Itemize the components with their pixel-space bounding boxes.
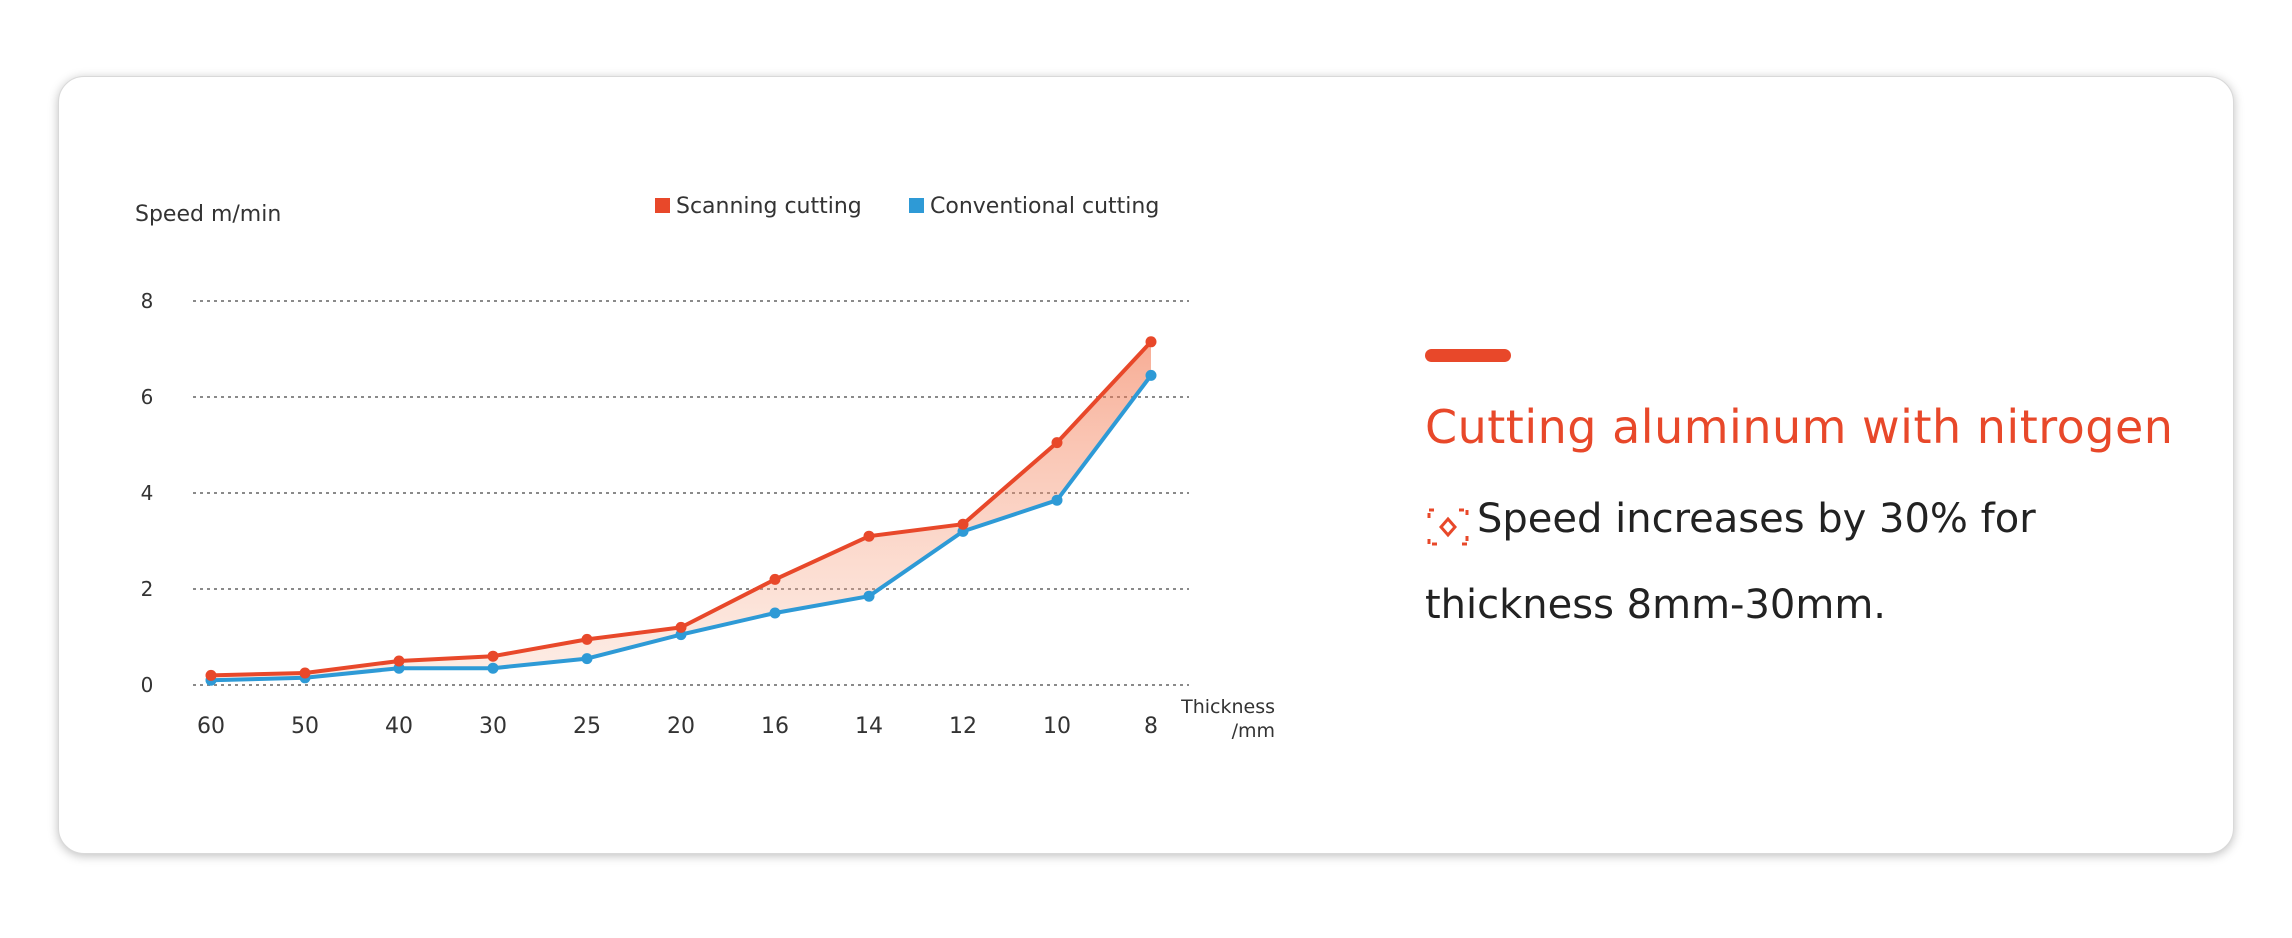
scanning-point-40 [393,655,405,667]
scanning-point-60 [205,669,217,681]
scanning-point-10 [1051,437,1063,449]
scanning-point-20 [675,621,687,633]
series-points-conventional [205,369,1157,686]
x-tick-labels: 60 50 40 30 25 20 16 14 12 10 8 [197,714,1158,739]
x-tick-label: 60 [197,714,225,739]
x-tick-label: 30 [479,714,507,739]
conventional-point-10 [1051,494,1063,506]
description: Speed increases by 30% for thickness 8mm… [1425,476,2245,648]
legend: Scanning cutting Conventional cutting [655,194,1159,219]
scanning-point-16 [769,573,781,585]
scanning-point-25 [581,633,593,645]
x-tick-label: 16 [761,714,789,739]
x-axis-title-line1: Thickness [1180,696,1275,718]
y-tick-label: 4 [141,481,154,505]
conventional-point-14 [863,590,875,602]
legend-swatch-conventional [909,198,924,213]
headline: Cutting aluminum with nitrogen [1425,400,2174,454]
series-points-scanning [205,336,1157,681]
legend-swatch-scanning [655,198,670,213]
y-tick-labels: 0 2 4 6 8 [141,289,154,697]
grid-lines [193,300,1189,686]
line-chart: Speed m/min Scanning cutting Conventiona… [135,194,1275,742]
scanning-point-30 [487,650,499,662]
conventional-point-25 [581,653,593,665]
y-tick-label: 2 [141,577,154,601]
scanning-point-50 [299,667,311,679]
legend-label-scanning: Scanning cutting [676,194,862,219]
description-panel: Cutting aluminum with nitrogen Speed inc… [1425,349,2245,648]
legend-label-conventional: Conventional cutting [930,194,1159,219]
y-tick-label: 8 [141,289,154,313]
conventional-point-30 [487,662,499,674]
x-tick-label: 40 [385,714,413,739]
scanning-point-14 [863,530,875,542]
conventional-point-16 [769,607,781,619]
scanning-point-12 [957,518,969,530]
x-tick-label: 50 [291,714,319,739]
conventional-point-8 [1145,369,1157,381]
x-tick-label: 20 [667,714,695,739]
scanning-point-8 [1145,336,1157,348]
x-tick-label: 12 [949,714,977,739]
accent-bar [1425,349,1511,362]
dashed-bracket-diamond-icon [1425,494,1471,546]
x-axis-title-line2: /mm [1232,720,1275,742]
x-tick-label: 10 [1043,714,1071,739]
description-line-2: thickness 8mm-30mm. [1425,582,1887,628]
x-tick-label: 14 [855,714,883,739]
y-axis-title: Speed m/min [135,202,281,227]
chart-card: Speed m/min Scanning cutting Conventiona… [58,76,2234,854]
x-tick-label: 25 [573,714,601,739]
x-tick-label: 8 [1144,714,1158,739]
y-tick-label: 0 [141,673,154,697]
description-line-1: Speed increases by 30% for [1477,496,2036,542]
y-tick-label: 6 [141,385,154,409]
